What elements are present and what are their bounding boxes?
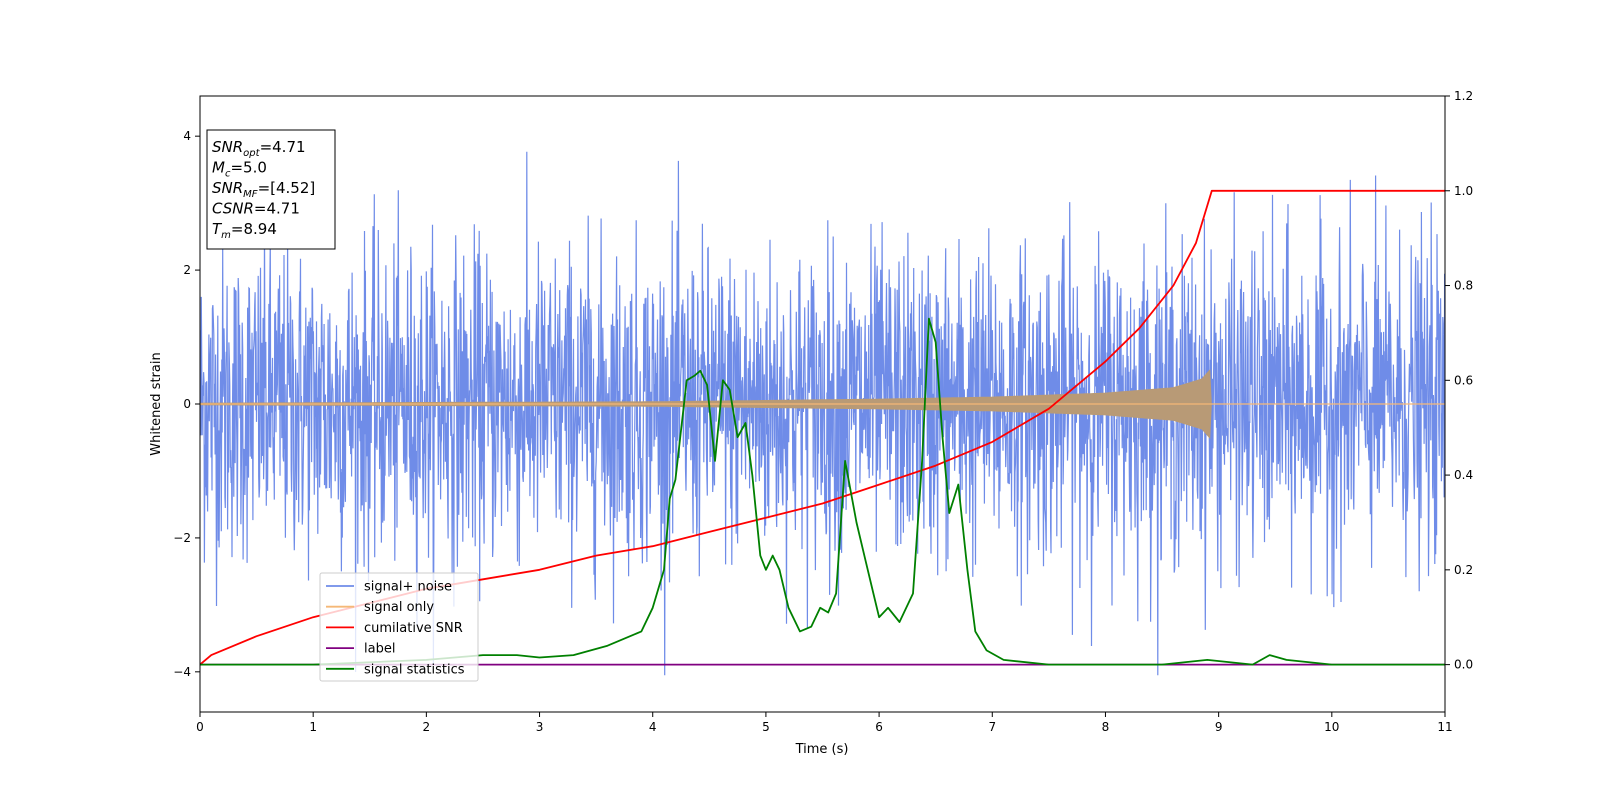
x-tick-label: 6 [875, 720, 883, 734]
y-tick-label: 0 [183, 397, 191, 411]
x-tick-label: 3 [536, 720, 544, 734]
info-box-line: SNRMF=[4.52] [212, 179, 315, 200]
legend-label: cumilative SNR [364, 621, 463, 636]
y2-tick-label: 0.2 [1454, 563, 1473, 577]
x-tick-label: 1 [309, 720, 317, 734]
x-tick-label: 7 [988, 720, 996, 734]
info-box-frame [206, 129, 336, 250]
x-tick-label: 0 [196, 720, 204, 734]
x-tick-label: 4 [649, 720, 657, 734]
x-tick-label: 11 [1437, 720, 1452, 734]
x-tick-label: 5 [762, 720, 770, 734]
y2-tick-label: 0.4 [1454, 468, 1473, 482]
info-box-line: Tm=8.94 [212, 220, 277, 241]
y-tick-label: 2 [183, 263, 191, 277]
y2-tick-label: 1.0 [1454, 184, 1473, 198]
x-tick-label: 9 [1215, 720, 1223, 734]
y-tick-label: −2 [173, 531, 191, 545]
y-tick-label: −4 [173, 665, 191, 679]
y2-tick-label: 0.6 [1454, 373, 1473, 387]
legend-label: signal+ noise [364, 580, 452, 595]
legend-frame [319, 572, 479, 682]
y2-tick-label: 0.8 [1454, 279, 1473, 293]
legend: signal+ noise signal only cumilative SNR la… [319, 572, 479, 682]
y2-tick-label: 1.2 [1454, 89, 1473, 103]
y2-tick-label: 0.0 [1454, 658, 1473, 672]
info-box-line: Mc=5.0 [212, 159, 267, 180]
legend-label: signal only [364, 600, 434, 615]
series-signal-statistics [200, 317, 1445, 666]
y-axis-label: Whitened strain [149, 352, 164, 455]
x-tick-label: 2 [423, 720, 431, 734]
x-tick-label: 8 [1102, 720, 1110, 734]
y-tick-label: 4 [183, 129, 191, 143]
info-box-line: CSNR=4.71 [212, 200, 300, 218]
axis-ticks: 0 1 2 3 4 5 6 7 8 9 10 11 −4 −2 0 2 4 0.0 0.2 0.4 0.6 0.8 1.0 1… [173, 89, 1473, 734]
x-tick-label: 10 [1324, 720, 1339, 734]
info-box-line: SNRopt=4.71 [212, 138, 306, 159]
x-axis-label: Time (s) [795, 742, 849, 757]
legend-label: signal statistics [364, 662, 465, 677]
legend-label: label [364, 642, 395, 657]
series-signal-noise [200, 151, 1445, 676]
